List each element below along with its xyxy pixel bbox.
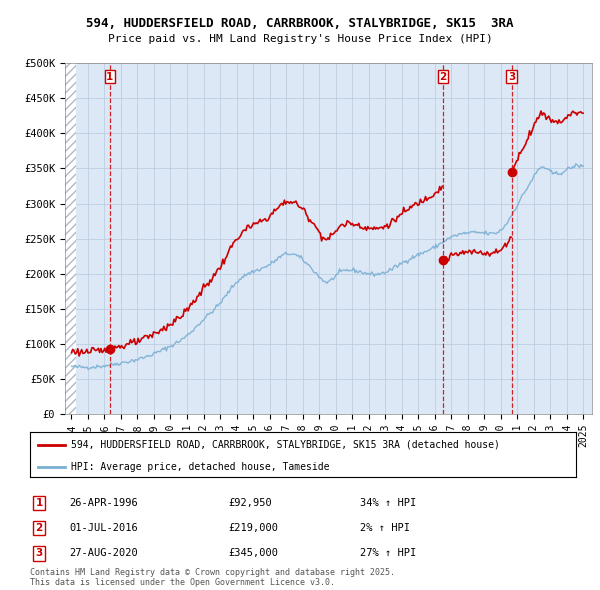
Text: 594, HUDDERSFIELD ROAD, CARRBROOK, STALYBRIDGE, SK15 3RA (detached house): 594, HUDDERSFIELD ROAD, CARRBROOK, STALY… <box>71 440 500 450</box>
Text: 3: 3 <box>35 549 43 558</box>
Text: 27-AUG-2020: 27-AUG-2020 <box>69 549 138 558</box>
Text: Contains HM Land Registry data © Crown copyright and database right 2025.
This d: Contains HM Land Registry data © Crown c… <box>30 568 395 587</box>
Text: £92,950: £92,950 <box>228 498 272 507</box>
Text: 2: 2 <box>35 523 43 533</box>
Text: 1: 1 <box>106 72 113 82</box>
Text: £345,000: £345,000 <box>228 549 278 558</box>
Text: 26-APR-1996: 26-APR-1996 <box>69 498 138 507</box>
Text: 27% ↑ HPI: 27% ↑ HPI <box>360 549 416 558</box>
Text: 01-JUL-2016: 01-JUL-2016 <box>69 523 138 533</box>
Text: 34% ↑ HPI: 34% ↑ HPI <box>360 498 416 507</box>
Text: 2: 2 <box>439 72 446 82</box>
Text: 594, HUDDERSFIELD ROAD, CARRBROOK, STALYBRIDGE, SK15  3RA: 594, HUDDERSFIELD ROAD, CARRBROOK, STALY… <box>86 17 514 30</box>
Text: Price paid vs. HM Land Registry's House Price Index (HPI): Price paid vs. HM Land Registry's House … <box>107 34 493 44</box>
Text: 2% ↑ HPI: 2% ↑ HPI <box>360 523 410 533</box>
Text: 3: 3 <box>508 72 515 82</box>
Bar <box>65 63 76 414</box>
Text: HPI: Average price, detached house, Tameside: HPI: Average price, detached house, Tame… <box>71 462 329 472</box>
Text: £219,000: £219,000 <box>228 523 278 533</box>
Text: 1: 1 <box>35 498 43 507</box>
